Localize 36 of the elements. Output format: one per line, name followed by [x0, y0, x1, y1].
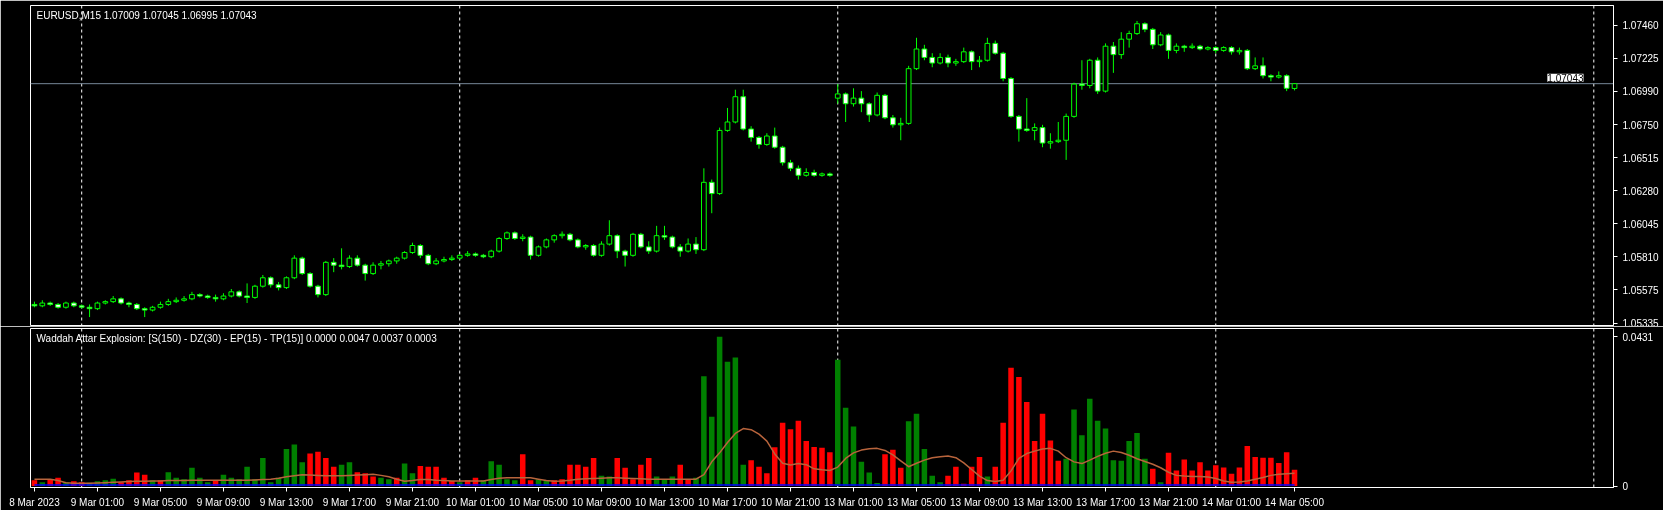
chart-title: Waddah Attar Explosion: [S(150) - DZ(30) - EP(15) - TP(15)] 0.0000 0.0047 0.0037 0.0003: [36, 332, 438, 344]
x-tick-label: 9 Mar 05:00: [133, 496, 188, 508]
x-tick-label: 9 Mar 13:00: [259, 496, 314, 508]
x-tick-label: 10 Mar 05:00: [509, 496, 569, 508]
x-tick-label: 10 Mar 13:00: [635, 496, 695, 508]
y-tick-label: 1.06990: [1622, 86, 1660, 98]
y-tick-label: 1.06280: [1622, 185, 1660, 197]
y-tick-label: 1.05335: [1622, 317, 1660, 329]
y-tick-label: 1.06750: [1622, 119, 1660, 131]
y-tick-label: 1.07225: [1622, 53, 1660, 65]
x-tick-label: 10 Mar 21:00: [761, 496, 821, 508]
x-tick-label: 13 Mar 05:00: [887, 496, 947, 508]
x-tick-label: 10 Mar 09:00: [572, 496, 632, 508]
ref-line-label: 1.07043: [1547, 72, 1584, 84]
x-tick-label: 8 Mar 2023: [9, 496, 61, 508]
chart-title: EURUSD,M15 1.07009 1.07045 1.06995 1.07043: [36, 9, 258, 21]
x-tick-label: 10 Mar 17:00: [698, 496, 758, 508]
x-tick-label: 14 Mar 01:00: [1202, 496, 1262, 508]
y-tick-label: 0: [1622, 481, 1629, 493]
x-tick-label: 9 Mar 09:00: [196, 496, 251, 508]
x-tick-label: 10 Mar 01:00: [446, 496, 506, 508]
y-tick-label: 1.05575: [1622, 284, 1660, 296]
x-tick-label: 13 Mar 21:00: [1139, 496, 1199, 508]
x-tick-label: 9 Mar 21:00: [385, 496, 440, 508]
y-tick-label: 1.06045: [1622, 218, 1660, 230]
x-tick-label: 14 Mar 05:00: [1265, 496, 1325, 508]
x-tick-label: 9 Mar 01:00: [70, 496, 125, 508]
x-tick-label: 9 Mar 17:00: [322, 496, 377, 508]
y-tick-label: 1.07460: [1622, 20, 1660, 32]
y-tick-label: 1.05810: [1622, 251, 1660, 263]
x-tick-label: 13 Mar 13:00: [1013, 496, 1073, 508]
y-tick-label: 1.06515: [1622, 152, 1660, 164]
x-tick-label: 13 Mar 09:00: [950, 496, 1010, 508]
x-tick-label: 13 Mar 17:00: [1076, 496, 1136, 508]
y-tick-label: 0.0431: [1622, 331, 1654, 343]
x-tick-label: 13 Mar 01:00: [824, 496, 884, 508]
